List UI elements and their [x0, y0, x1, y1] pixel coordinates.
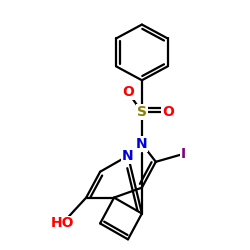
Text: O: O — [162, 105, 174, 119]
Text: S: S — [137, 105, 147, 119]
Text: N: N — [136, 137, 148, 151]
Text: HO: HO — [50, 216, 74, 230]
Text: I: I — [181, 147, 186, 161]
Text: N: N — [122, 149, 134, 163]
Text: O: O — [122, 85, 134, 99]
